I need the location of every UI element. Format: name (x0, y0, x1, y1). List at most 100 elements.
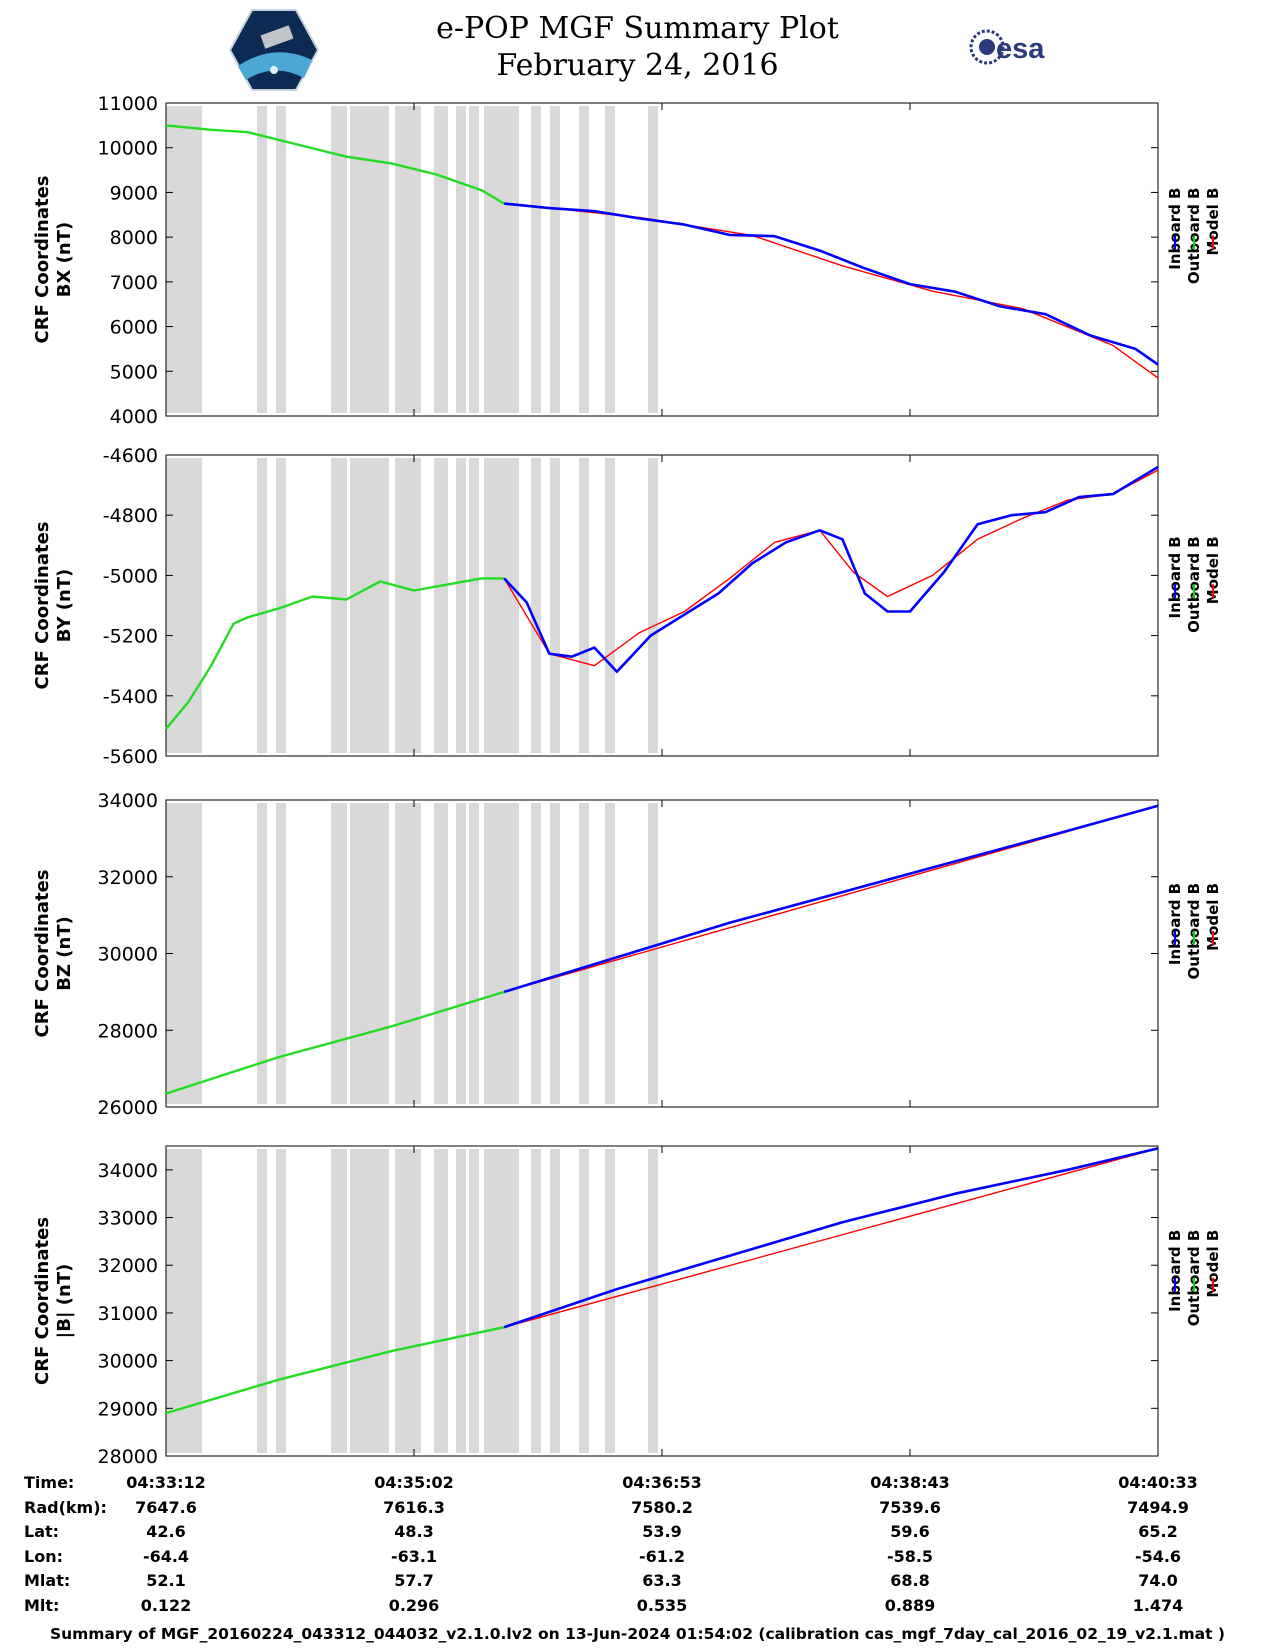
data-gap-band (456, 458, 466, 753)
data-gap-band (434, 1149, 448, 1453)
data-gap-band (648, 1149, 658, 1453)
data-gap-band (531, 1149, 541, 1453)
y-axis-label-line2: BX (nT) (54, 222, 75, 297)
y-axis-label-line1: CRF Coordinates (32, 522, 53, 690)
legend-entry: Inboard B (1166, 536, 1184, 618)
info-row-value: 52.1 (146, 1571, 186, 1590)
y-tick-label: 30000 (98, 944, 158, 966)
data-gap-band (531, 106, 541, 413)
data-gap-band (166, 1149, 202, 1453)
panel-2: -4600 -4800 -5000 -5200 -5400 -5600 CRF Coordi… (32, 445, 1222, 768)
data-gap-band (469, 803, 479, 1104)
series-line-outboard-b (165, 577, 505, 730)
data-gap-band (484, 458, 519, 753)
data-gap-band (550, 803, 560, 1104)
info-row-value: 0.535 (636, 1595, 688, 1615)
info-row-value: 7580.2 (631, 1497, 693, 1517)
info-row-value: 48.3 (394, 1522, 434, 1541)
y-tick-label: -5400 (103, 686, 158, 708)
data-gap-band (166, 106, 202, 413)
y-axis-label-line1: CRF Coordinates (32, 870, 53, 1038)
data-gap-band (395, 458, 421, 753)
data-gap-band (469, 458, 479, 753)
data-gap-band (456, 1149, 466, 1453)
data-gap-band (434, 458, 448, 753)
y-axis-label-line2: BZ (nT) (54, 916, 75, 991)
data-gap-band (395, 803, 421, 1104)
series-line-outboard-b (165, 124, 505, 205)
info-row-value: 65.2 (1138, 1522, 1178, 1541)
panel-4: 34000 33000 32000 31000 30000 29000 28000 CRF C… (32, 1145, 1222, 1468)
info-row-value: 59.6 (890, 1522, 930, 1541)
legend-entry: Inboard B (1166, 883, 1184, 965)
y-tick-label: -4800 (103, 505, 158, 527)
y-tick-label: 26000 (98, 1097, 158, 1119)
info-row-label: Mlt: (24, 1595, 60, 1615)
data-gap-band (605, 1149, 615, 1453)
data-gap-band (350, 1149, 389, 1453)
y-tick-label: 33000 (98, 1208, 158, 1230)
series-line-model-b (503, 469, 1159, 667)
plot-frame (165, 454, 1159, 757)
data-gap-band (350, 106, 389, 413)
info-row-value: 53.9 (642, 1522, 682, 1541)
y-axis-label-line1: CRF Coordinates (32, 176, 53, 344)
legend-entry: Model B (1204, 883, 1222, 951)
data-gap-band (257, 803, 267, 1104)
info-row-value: 04:36:53 (622, 1473, 702, 1492)
panel-3: 34000 32000 30000 28000 26000 CRF Coordinates… (32, 790, 1222, 1119)
legend-entry: Inboard B (1166, 1230, 1184, 1312)
info-row-value: 04:38:43 (870, 1473, 950, 1492)
data-gap-band (550, 458, 560, 753)
data-gap-band (257, 458, 267, 753)
info-row-value: 0.296 (388, 1595, 440, 1615)
data-gap-band (648, 803, 658, 1104)
data-gap-band (579, 106, 589, 413)
data-gap-band (456, 106, 466, 413)
data-gap-band (395, 106, 421, 413)
data-gap-band (434, 803, 448, 1104)
title-line-1: e-POP MGF Summary Plot (436, 11, 839, 46)
data-gap-band (257, 106, 267, 413)
y-tick-label: 34000 (98, 1160, 158, 1182)
data-gap-band (531, 803, 541, 1104)
y-tick-label: 8000 (110, 227, 158, 249)
info-row-label: Mlat: (24, 1571, 71, 1590)
legend-entry: Inboard B (1166, 188, 1184, 270)
esa-logo-text: esa (996, 33, 1045, 65)
y-tick-label: 31000 (98, 1303, 158, 1325)
legend-entry: Model B (1204, 1230, 1222, 1298)
y-tick-label: 11000 (98, 93, 158, 115)
data-gap-band (484, 1149, 519, 1453)
data-gap-band (579, 803, 589, 1104)
epop-mission-patch-icon (228, 9, 320, 91)
info-row-value: 7616.3 (383, 1497, 445, 1517)
info-row-value: -54.6 (1134, 1546, 1182, 1566)
y-tick-label: 4000 (110, 406, 158, 428)
info-row-value: 7647.6 (135, 1497, 197, 1517)
info-row-value: 57.7 (394, 1571, 434, 1590)
series-line-outboard-b (165, 990, 505, 1095)
info-row-value: 7494.9 (1127, 1497, 1189, 1517)
data-gap-band (331, 458, 347, 753)
data-gap-band (484, 803, 519, 1104)
y-axis-label-line1: CRF Coordinates (32, 1217, 53, 1385)
info-row-value: -61.2 (638, 1546, 686, 1566)
series-line-inboard-b (504, 202, 1159, 366)
data-gap-band (648, 458, 658, 753)
info-row-value: 0.122 (140, 1595, 192, 1615)
y-tick-label: 10000 (98, 138, 158, 160)
y-axis-label-line2: BY (nT) (54, 569, 75, 643)
data-gap-band (550, 106, 560, 413)
plot-frame (165, 1145, 1159, 1457)
info-row-value: 1.474 (1132, 1595, 1184, 1615)
data-gap-band (350, 458, 389, 753)
data-gap-band (484, 106, 519, 413)
y-tick-label: 9000 (110, 182, 158, 204)
data-gap-band (276, 106, 286, 413)
y-tick-label: 29000 (98, 1398, 158, 1420)
data-gap-band (531, 458, 541, 753)
data-gap-band (469, 106, 479, 413)
data-gap-band (434, 106, 448, 413)
